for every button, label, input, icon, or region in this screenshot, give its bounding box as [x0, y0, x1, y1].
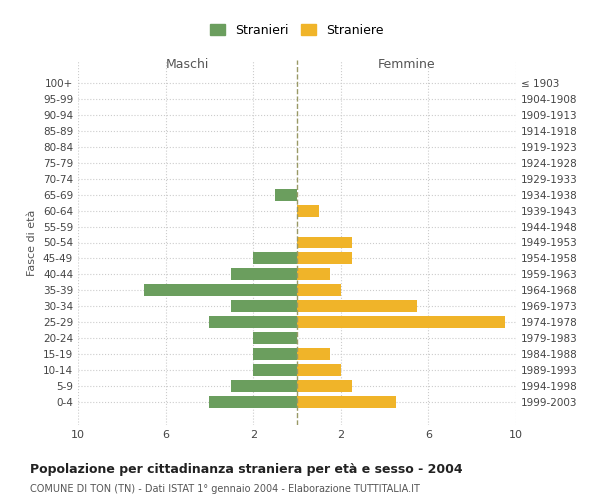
- Bar: [253, 348, 297, 360]
- Bar: [144, 284, 297, 296]
- Bar: [297, 300, 418, 312]
- Text: Popolazione per cittadinanza straniera per età e sesso - 2004: Popolazione per cittadinanza straniera p…: [30, 462, 463, 475]
- Bar: [297, 348, 330, 360]
- Bar: [297, 236, 352, 248]
- Text: COMUNE DI TON (TN) - Dati ISTAT 1° gennaio 2004 - Elaborazione TUTTITALIA.IT: COMUNE DI TON (TN) - Dati ISTAT 1° genna…: [30, 484, 420, 494]
- Bar: [253, 252, 297, 264]
- Bar: [232, 268, 297, 280]
- Bar: [297, 284, 341, 296]
- Bar: [253, 364, 297, 376]
- Bar: [275, 188, 297, 200]
- Text: Femmine: Femmine: [377, 58, 436, 71]
- Bar: [297, 252, 352, 264]
- Bar: [232, 300, 297, 312]
- Bar: [297, 396, 395, 408]
- Text: Maschi: Maschi: [166, 58, 209, 71]
- Bar: [209, 316, 297, 328]
- Bar: [253, 332, 297, 344]
- Bar: [297, 380, 352, 392]
- Legend: Stranieri, Straniere: Stranieri, Straniere: [205, 19, 389, 42]
- Bar: [232, 380, 297, 392]
- Y-axis label: Fasce di età: Fasce di età: [28, 210, 37, 276]
- Bar: [297, 268, 330, 280]
- Bar: [297, 316, 505, 328]
- Bar: [209, 396, 297, 408]
- Bar: [297, 364, 341, 376]
- Bar: [297, 204, 319, 216]
